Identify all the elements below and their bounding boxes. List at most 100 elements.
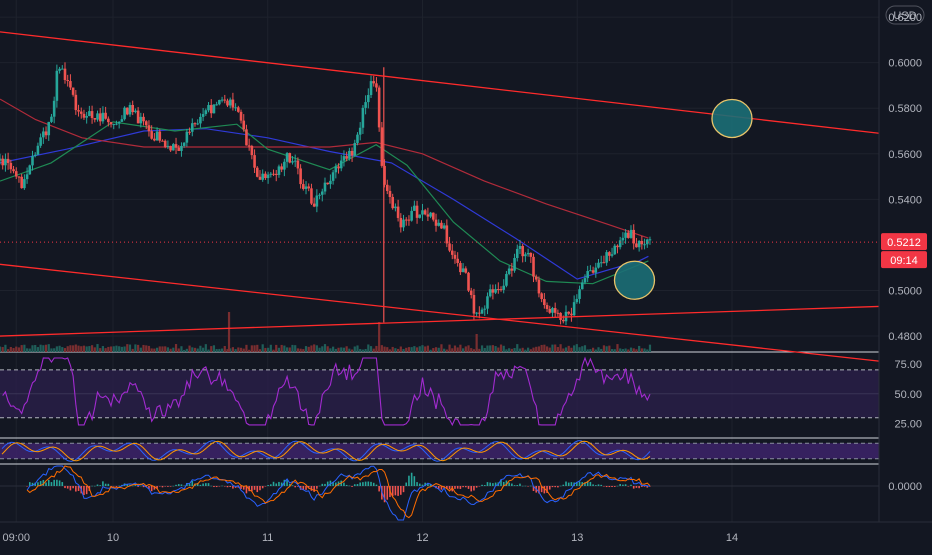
candle-body[interactable]: [323, 182, 327, 192]
candle-body[interactable]: [591, 270, 595, 273]
candle-body[interactable]: [399, 217, 403, 228]
candle-body[interactable]: [12, 169, 15, 172]
candle-body[interactable]: [510, 268, 514, 271]
candle-body[interactable]: [589, 270, 592, 272]
candle-body[interactable]: [353, 142, 357, 156]
candle-body[interactable]: [161, 140, 164, 142]
candle-body[interactable]: [153, 138, 156, 141]
candle-body[interactable]: [402, 219, 405, 228]
candle-body[interactable]: [556, 312, 560, 314]
candle-body[interactable]: [90, 111, 94, 118]
candle-body[interactable]: [645, 239, 649, 245]
candle-body[interactable]: [163, 140, 167, 147]
candle-body[interactable]: [174, 144, 178, 148]
candle-body[interactable]: [597, 262, 600, 268]
candle-body[interactable]: [629, 229, 633, 238]
candle-body[interactable]: [269, 173, 273, 175]
candle-body[interactable]: [158, 131, 162, 141]
candle-body[interactable]: [394, 206, 397, 209]
candle-body[interactable]: [329, 180, 332, 185]
candle-body[interactable]: [212, 104, 216, 114]
candle-body[interactable]: [413, 205, 416, 211]
candle-body[interactable]: [299, 168, 302, 185]
candle-body[interactable]: [551, 308, 554, 313]
candle-body[interactable]: [532, 256, 535, 277]
candle-body[interactable]: [310, 188, 313, 204]
time-axis[interactable]: 09:00 10 11 12 13 14: [0, 521, 932, 550]
candle-body[interactable]: [144, 121, 148, 126]
candle-body[interactable]: [196, 123, 199, 125]
candle-body[interactable]: [28, 165, 32, 175]
candle-body[interactable]: [515, 248, 519, 259]
candle-body[interactable]: [107, 118, 110, 123]
candle-body[interactable]: [231, 99, 235, 108]
candle-body[interactable]: [445, 225, 449, 244]
candle-body[interactable]: [497, 289, 500, 291]
candle-body[interactable]: [20, 176, 23, 189]
candle-body[interactable]: [385, 184, 389, 191]
candle-body[interactable]: [172, 144, 175, 151]
candle-body[interactable]: [304, 186, 308, 189]
candle-body[interactable]: [318, 194, 321, 196]
candle-body[interactable]: [459, 263, 462, 273]
candle-body[interactable]: [537, 279, 541, 294]
candle-body[interactable]: [88, 111, 91, 117]
candle-body[interactable]: [120, 119, 124, 122]
candle-body[interactable]: [166, 145, 170, 147]
candle-body[interactable]: [453, 254, 457, 259]
candle-body[interactable]: [220, 99, 224, 101]
candle-body[interactable]: [572, 302, 576, 316]
candle-body[interactable]: [277, 166, 281, 175]
candle-body[interactable]: [188, 131, 191, 133]
candle-body[interactable]: [128, 104, 132, 115]
candle-body[interactable]: [486, 296, 489, 309]
candle-body[interactable]: [553, 308, 557, 313]
candle-body[interactable]: [74, 94, 78, 111]
candle-body[interactable]: [502, 285, 506, 290]
candle-body[interactable]: [480, 309, 484, 314]
candle-body[interactable]: [648, 239, 652, 241]
trendline[interactable]: [0, 305, 880, 337]
candle-body[interactable]: [82, 113, 86, 118]
candle-body[interactable]: [264, 173, 267, 179]
candle-body[interactable]: [139, 116, 143, 124]
candle-body[interactable]: [134, 110, 137, 113]
highlight-circle[interactable]: [613, 260, 656, 300]
candle-body[interactable]: [31, 156, 34, 166]
candle-body[interactable]: [505, 273, 508, 286]
candle-body[interactable]: [637, 240, 641, 248]
candle-body[interactable]: [155, 131, 159, 141]
candle-body[interactable]: [131, 104, 135, 113]
candle-body[interactable]: [342, 156, 346, 161]
candle-body[interactable]: [288, 153, 292, 163]
candle-body[interactable]: [618, 240, 622, 248]
candle-body[interactable]: [602, 262, 606, 264]
candle-body[interactable]: [60, 68, 64, 70]
candle-body[interactable]: [348, 150, 351, 159]
candle-body[interactable]: [548, 308, 552, 313]
candle-body[interactable]: [426, 214, 430, 217]
candle-body[interactable]: [367, 95, 370, 103]
candle-body[interactable]: [302, 184, 305, 189]
candle-body[interactable]: [518, 246, 522, 249]
candle-body[interactable]: [494, 289, 497, 293]
candle-body[interactable]: [580, 282, 584, 290]
candle-body[interactable]: [291, 161, 294, 163]
candle-body[interactable]: [464, 268, 468, 273]
candle-body[interactable]: [9, 162, 13, 170]
candle-body[interactable]: [448, 243, 451, 251]
candle-body[interactable]: [63, 68, 67, 81]
candle-body[interactable]: [125, 107, 129, 115]
candle-body[interactable]: [643, 244, 646, 246]
candle-body[interactable]: [207, 105, 210, 111]
candle-body[interactable]: [242, 120, 246, 130]
candle-body[interactable]: [562, 319, 565, 322]
candle-body[interactable]: [77, 110, 80, 112]
candle-body[interactable]: [404, 219, 408, 221]
candle-body[interactable]: [534, 276, 538, 280]
candle-body[interactable]: [521, 246, 524, 257]
candle-body[interactable]: [326, 182, 329, 185]
candle-body[interactable]: [334, 166, 338, 173]
candle-body[interactable]: [345, 156, 348, 159]
candle-body[interactable]: [361, 107, 365, 128]
